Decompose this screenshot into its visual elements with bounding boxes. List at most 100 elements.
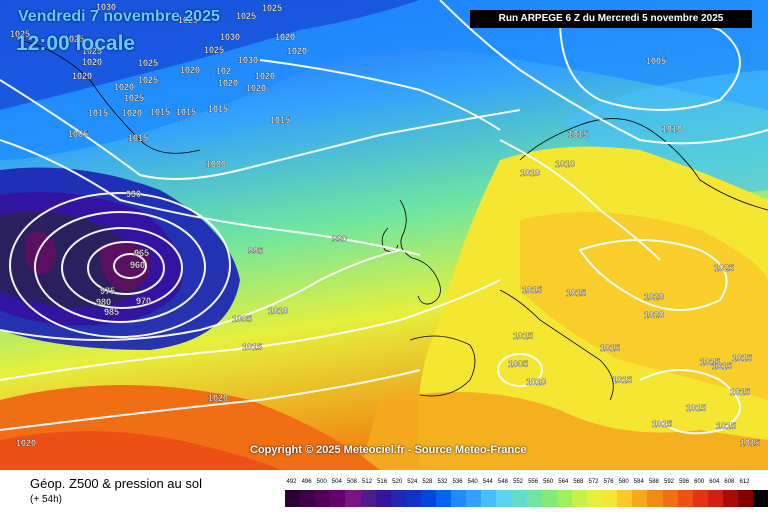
isobar-label: 970 bbox=[136, 296, 151, 306]
isobar-label: 1015 bbox=[270, 115, 290, 125]
isobar-label: 1020 bbox=[208, 393, 228, 403]
legend-swatch bbox=[556, 490, 573, 507]
copyright-notice: Copyright © 2025 Meteociel.fr - Source M… bbox=[250, 444, 527, 456]
legend-label: 560 bbox=[543, 479, 554, 485]
legend-swatch bbox=[405, 490, 422, 507]
legend-swatch bbox=[511, 490, 528, 507]
isobar-label: 1025 bbox=[124, 93, 144, 103]
legend-swatch bbox=[526, 490, 543, 507]
isobar-label: 1020 bbox=[246, 83, 266, 93]
legend-labels: 492 496 500 504 508 512 516 520 524 528 532 536 540 5… bbox=[285, 479, 753, 489]
isobar-label: 1020 bbox=[16, 438, 36, 448]
legend-swatch bbox=[436, 490, 452, 507]
isobar-label: 1015 bbox=[522, 285, 542, 295]
legend-swatch bbox=[587, 490, 603, 507]
legend-swatch bbox=[300, 490, 316, 507]
legend-label: 568 bbox=[573, 479, 584, 485]
isobar-label: 1020 bbox=[122, 108, 142, 118]
legend-label: 520 bbox=[392, 479, 403, 485]
isobar-label: 1015 bbox=[716, 421, 736, 431]
isobar-label: 1025 bbox=[714, 263, 734, 273]
isobar-label: 1025 bbox=[138, 75, 158, 85]
isobar-label: 1015 bbox=[740, 438, 760, 448]
legend-swatch bbox=[481, 490, 497, 507]
isobar-label: 1010 bbox=[520, 168, 540, 178]
isobar-label: 1010 bbox=[662, 124, 682, 134]
run-info: Run ARPEGE 6 Z du Mercredi 5 novembre 20… bbox=[470, 10, 752, 28]
legend-swatch bbox=[738, 490, 754, 507]
legend-label: 492 bbox=[286, 479, 297, 485]
isobar-label: 1010 bbox=[268, 306, 288, 316]
legend-swatch bbox=[285, 490, 301, 507]
isobar-label: 1020 bbox=[644, 292, 664, 302]
isobar-label: 1010 bbox=[526, 377, 546, 387]
legend-label: 588 bbox=[648, 479, 659, 485]
isobar-label: 1015 bbox=[600, 343, 620, 353]
legend-label: 584 bbox=[633, 479, 644, 485]
legend-swatch bbox=[662, 490, 679, 507]
isobar-label: 1015 bbox=[176, 107, 196, 117]
legend-label: 580 bbox=[618, 479, 629, 485]
isobar-label: 1020 bbox=[644, 310, 664, 320]
isobar-label: 1015 bbox=[513, 331, 533, 341]
legend-label: 608 bbox=[724, 479, 735, 485]
isobar-label: 1020 bbox=[255, 71, 275, 81]
isobar-label: 1010 bbox=[555, 159, 575, 169]
isobar-label: 1015 bbox=[242, 342, 262, 352]
isobar-label: 1020 bbox=[287, 46, 307, 56]
isobar-label: 995 bbox=[248, 246, 263, 256]
isobar-label: 1015 bbox=[612, 375, 632, 385]
isobar-label: 1005 bbox=[646, 56, 666, 66]
legend-swatch bbox=[496, 490, 512, 507]
legend-label: 508 bbox=[346, 479, 357, 485]
isobar-label: 1015 bbox=[566, 288, 586, 298]
isobar-label: 1015 bbox=[732, 353, 752, 363]
legend-label: 524 bbox=[407, 479, 418, 485]
legend-label: 536 bbox=[452, 479, 463, 485]
legend-swatch bbox=[722, 490, 739, 507]
isobar-label: 1015 bbox=[700, 357, 720, 367]
legend-swatch bbox=[571, 490, 588, 507]
coastlines bbox=[19, 39, 768, 401]
color-legend bbox=[285, 490, 768, 507]
isobar-label: 1005 bbox=[68, 129, 88, 139]
legend-label: 556 bbox=[528, 479, 539, 485]
isobar-label: 1030 bbox=[96, 2, 116, 12]
legend-label: 612 bbox=[739, 479, 750, 485]
isobar-label: 1025 bbox=[10, 29, 30, 39]
isobar-label: 1025 bbox=[204, 45, 224, 55]
legend-label: 532 bbox=[437, 479, 448, 485]
isobar-label: 990 bbox=[332, 234, 347, 244]
legend-label: 516 bbox=[377, 479, 388, 485]
legend-swatch bbox=[345, 490, 361, 507]
forecast-range: (+ 54h) bbox=[30, 494, 62, 505]
legend-label: 540 bbox=[467, 479, 478, 485]
isobar-label: 1025 bbox=[82, 46, 102, 56]
legend-swatch bbox=[330, 490, 346, 507]
isobar-label: 1025 bbox=[64, 34, 84, 44]
legend-swatch bbox=[692, 490, 709, 507]
forecast-date: Vendredi 7 novembre 2025 bbox=[18, 8, 220, 25]
legend-label: 564 bbox=[558, 479, 569, 485]
legend-swatch bbox=[420, 490, 437, 507]
legend-swatch bbox=[390, 490, 407, 507]
isobar-label: 1005 bbox=[232, 314, 252, 324]
isobar-label: 1020 bbox=[114, 82, 134, 92]
isobar-label: 1015 bbox=[208, 104, 228, 114]
isobar-label: 1030 bbox=[238, 55, 258, 65]
isobar-label: 1025 bbox=[262, 3, 282, 13]
isobar-label: 102 bbox=[216, 66, 231, 76]
isobar-label: 1020 bbox=[218, 78, 238, 88]
isobar-label: 1015 bbox=[128, 133, 148, 143]
isobar-label: 1015 bbox=[686, 403, 706, 413]
isobar-label: 1000 bbox=[206, 159, 226, 169]
isobar-label: 1020 bbox=[180, 65, 200, 75]
isobar-lines bbox=[0, 0, 768, 433]
legend-label: 548 bbox=[497, 479, 508, 485]
legend-label: 552 bbox=[512, 479, 523, 485]
legend-label: 512 bbox=[361, 479, 372, 485]
legend-label: 572 bbox=[588, 479, 599, 485]
isobar-label: 1020 bbox=[72, 71, 92, 81]
isobar-label: 1015 bbox=[712, 361, 732, 371]
